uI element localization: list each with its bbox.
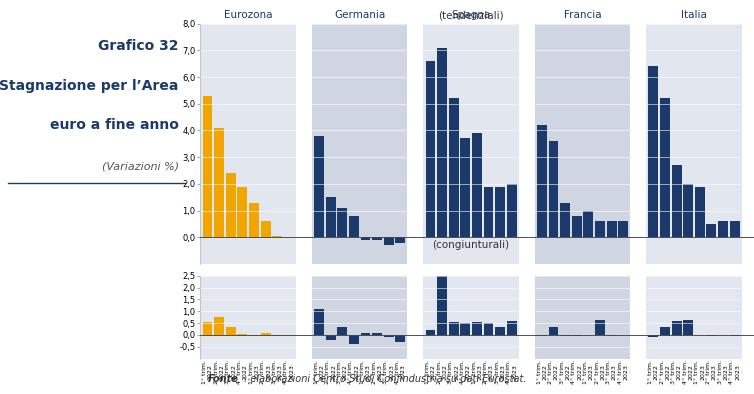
- Bar: [312, 276, 407, 359]
- Text: euro a fine anno: euro a fine anno: [50, 118, 179, 132]
- Bar: [372, 333, 382, 335]
- Bar: [437, 48, 447, 237]
- Bar: [314, 136, 324, 237]
- Bar: [261, 333, 271, 335]
- Bar: [395, 335, 405, 342]
- Bar: [214, 128, 224, 237]
- Bar: [537, 335, 547, 336]
- Bar: [672, 321, 682, 335]
- Bar: [226, 327, 236, 335]
- Bar: [718, 221, 728, 237]
- Bar: [424, 24, 519, 264]
- Bar: [648, 66, 658, 237]
- Bar: [461, 323, 470, 335]
- Bar: [249, 335, 259, 336]
- Bar: [384, 237, 394, 245]
- Bar: [284, 335, 294, 336]
- Bar: [326, 197, 336, 237]
- Bar: [437, 273, 447, 335]
- Bar: [272, 335, 282, 336]
- Bar: [572, 335, 581, 336]
- Text: (congiunturali): (congiunturali): [433, 240, 510, 250]
- Bar: [249, 203, 259, 237]
- Bar: [360, 237, 370, 240]
- Bar: [672, 165, 682, 237]
- Bar: [646, 276, 742, 359]
- Bar: [607, 221, 617, 237]
- Bar: [595, 320, 605, 335]
- Text: : elaborazioni Centro Studi Confindustria su dati Eurostat.: : elaborazioni Centro Studi Confindustri…: [244, 374, 526, 384]
- Text: Stagnazione per l’Area: Stagnazione per l’Area: [0, 79, 179, 93]
- Bar: [384, 335, 394, 337]
- Text: Francia: Francia: [564, 10, 602, 20]
- Bar: [535, 24, 630, 264]
- Text: Germania: Germania: [334, 10, 385, 20]
- Text: Italia: Italia: [681, 10, 707, 20]
- Bar: [314, 309, 324, 335]
- Bar: [549, 327, 559, 335]
- Bar: [337, 208, 347, 237]
- Text: Eurozona: Eurozona: [224, 10, 272, 20]
- Bar: [646, 24, 742, 264]
- Bar: [424, 276, 519, 359]
- Bar: [560, 335, 570, 336]
- Bar: [549, 141, 559, 237]
- Bar: [483, 186, 493, 237]
- Text: Spagna: Spagna: [452, 10, 491, 20]
- Bar: [660, 327, 670, 335]
- Bar: [495, 186, 505, 237]
- Bar: [203, 322, 213, 335]
- Bar: [560, 203, 570, 237]
- Bar: [584, 210, 593, 237]
- Bar: [507, 184, 516, 237]
- Bar: [730, 221, 740, 237]
- Bar: [461, 138, 470, 237]
- Bar: [238, 334, 247, 335]
- Bar: [272, 236, 282, 237]
- Bar: [238, 186, 247, 237]
- Bar: [360, 333, 370, 335]
- Bar: [226, 173, 236, 237]
- Bar: [349, 335, 359, 344]
- Bar: [449, 98, 458, 237]
- Bar: [706, 224, 716, 237]
- Bar: [648, 335, 658, 337]
- Bar: [201, 24, 296, 264]
- Text: (tendenziali): (tendenziali): [438, 10, 504, 20]
- Bar: [203, 96, 213, 237]
- Bar: [706, 335, 716, 336]
- Bar: [472, 322, 482, 335]
- Bar: [472, 133, 482, 237]
- Bar: [449, 322, 458, 335]
- Bar: [595, 221, 605, 237]
- Text: Fonte: Fonte: [207, 374, 238, 384]
- Bar: [425, 330, 435, 335]
- Bar: [660, 98, 670, 237]
- Bar: [535, 276, 630, 359]
- Bar: [683, 320, 693, 335]
- Bar: [372, 237, 382, 240]
- Bar: [695, 186, 705, 237]
- Bar: [425, 61, 435, 237]
- Bar: [395, 237, 405, 243]
- Bar: [618, 221, 628, 237]
- Bar: [572, 216, 581, 237]
- Bar: [337, 327, 347, 335]
- Bar: [537, 125, 547, 237]
- Text: Grafico 32: Grafico 32: [98, 39, 179, 54]
- Bar: [483, 323, 493, 335]
- Bar: [730, 335, 740, 336]
- Bar: [349, 216, 359, 237]
- Bar: [326, 335, 336, 340]
- Bar: [312, 24, 407, 264]
- Bar: [507, 321, 516, 335]
- Bar: [607, 335, 617, 336]
- Bar: [201, 276, 296, 359]
- Bar: [214, 317, 224, 335]
- Bar: [261, 221, 271, 237]
- Text: (Variazioni %): (Variazioni %): [102, 162, 179, 171]
- Bar: [683, 184, 693, 237]
- Bar: [495, 327, 505, 335]
